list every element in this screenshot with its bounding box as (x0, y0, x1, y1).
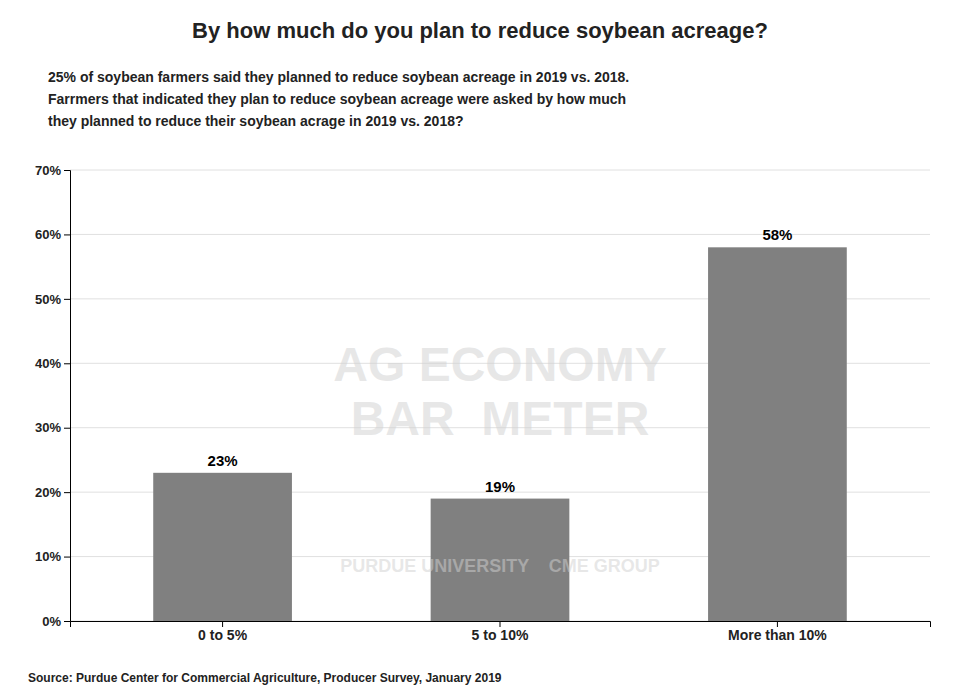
x-tick-label: 5 to 10% (472, 627, 529, 643)
y-tick-mark (64, 299, 70, 300)
y-tick-mark (64, 234, 70, 235)
subtitle: Farrmers that indicated they plan to red… (48, 91, 626, 107)
y-tick-mark (64, 170, 70, 171)
x-tick: 5 to 10% (472, 621, 529, 643)
y-tick-mark (64, 492, 70, 493)
x-tick: 0 to 5% (198, 621, 248, 643)
data-labels: 23% 19% 58% (208, 226, 793, 494)
y-tick-label: 30% (35, 420, 61, 435)
y-tick-label: 10% (35, 549, 61, 564)
bar (153, 473, 292, 621)
data-label: 58% (762, 226, 792, 243)
watermark: AG ECONOMYBAR METER PURDUE UNIVERSITY CME… (333, 338, 666, 575)
plot: AG ECONOMYBAR METER PURDUE UNIVERSITY CME… (35, 163, 931, 643)
chart: By how much do you plan to reduce soybea… (0, 0, 960, 696)
y-tick: 30% (35, 420, 70, 435)
grid (70, 170, 930, 621)
bars (153, 247, 847, 621)
y-tick-label: 40% (35, 356, 61, 371)
grid-line (70, 170, 930, 171)
y-tick: 40% (35, 356, 70, 371)
y-tick: 70% (35, 163, 70, 178)
y-tick: 20% (35, 485, 70, 500)
watermark-text: PURDUE UNIVERSITY CME GROUP (340, 556, 660, 576)
y-tick-mark (64, 621, 70, 622)
y-tick: 50% (35, 292, 70, 307)
y-tick-mark (64, 363, 70, 364)
y-tick-label: 70% (35, 163, 61, 178)
y-axis-line (64, 171, 71, 622)
subtitle: they planned to reduce their soybean acr… (48, 113, 464, 129)
y-tick: 60% (35, 227, 70, 242)
source: Source: Purdue Center for Commercial Agr… (28, 671, 502, 685)
data-label: 23% (208, 452, 238, 469)
y-tick: 10% (35, 549, 70, 564)
watermark-text: AG ECONOMY (333, 338, 666, 391)
y-tick-mark (64, 428, 70, 429)
grid-line (70, 234, 930, 235)
x-tick: More than 10% (728, 621, 827, 643)
data-label: 19% (485, 478, 515, 495)
watermark-text: BAR METER (351, 392, 650, 445)
x-tick-label: More than 10% (728, 627, 827, 643)
y-tick: 0% (42, 614, 70, 629)
y-tick-label: 60% (35, 227, 61, 242)
y-axis: 0% 10% 20% 30% 40% 50% 60% 70% (35, 163, 71, 629)
x-axis: 0 to 5% 5 to 10% More than 10% (71, 621, 931, 643)
y-tick-mark (64, 557, 70, 558)
x-tick-label: 0 to 5% (198, 627, 248, 643)
y-tick-label: 0% (42, 614, 61, 629)
subtitle: 25% of soybean farmers said they planned… (48, 69, 629, 85)
bar (708, 247, 847, 621)
y-tick-label: 20% (35, 485, 61, 500)
title: By how much do you plan to reduce soybea… (192, 18, 768, 43)
y-tick-label: 50% (35, 292, 61, 307)
